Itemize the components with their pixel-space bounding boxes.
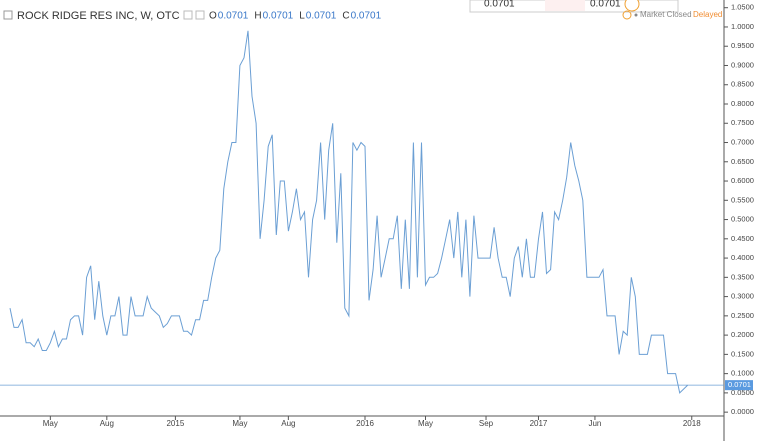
quote-cell bbox=[545, 0, 585, 11]
market-status: Market Closed bbox=[640, 10, 692, 19]
ohlc-key: O bbox=[209, 11, 217, 22]
y-tick-label: 0.3500 bbox=[731, 272, 754, 281]
x-tick-label: 2017 bbox=[530, 419, 548, 428]
delay-status: Delayed bbox=[693, 10, 722, 19]
quote-box: 0.0701 bbox=[484, 0, 515, 10]
y-tick-label: 0.8000 bbox=[731, 99, 754, 108]
y-tick-label: 0.2000 bbox=[731, 330, 754, 339]
y-tick-label: 1.0000 bbox=[731, 22, 754, 31]
settings-icon[interactable] bbox=[183, 10, 193, 20]
y-tick-label: 0.7500 bbox=[731, 118, 754, 127]
y-tick-label: 0.3000 bbox=[731, 292, 754, 301]
y-tick-label: 0.4500 bbox=[731, 234, 754, 243]
ohlc-key: L bbox=[299, 11, 305, 22]
x-tick-label: Aug bbox=[281, 419, 295, 428]
y-tick-label: 0.1000 bbox=[731, 369, 754, 378]
status-dot bbox=[634, 13, 638, 17]
ohlc-value: 0.0701 bbox=[218, 11, 249, 22]
last-price-label: 0.0701 bbox=[728, 380, 751, 389]
ohlc-key: C bbox=[342, 11, 349, 22]
x-tick-label: 2016 bbox=[356, 419, 374, 428]
price-line bbox=[9, 30, 689, 394]
y-tick-label: 0.0500 bbox=[731, 388, 754, 397]
y-tick-label: 0.6000 bbox=[731, 176, 754, 185]
x-tick-label: May bbox=[232, 419, 247, 428]
ohlc-value: 0.0701 bbox=[263, 11, 294, 22]
x-tick-label: May bbox=[418, 419, 433, 428]
last-price-box bbox=[725, 380, 753, 391]
collapse-icon[interactable] bbox=[3, 10, 13, 20]
x-tick-label: Aug bbox=[100, 419, 114, 428]
ohlc-value: 0.0701 bbox=[351, 11, 382, 22]
y-tick-label: 0.9500 bbox=[731, 41, 754, 50]
x-tick-label: Jun bbox=[588, 419, 601, 428]
x-tick-label: 2015 bbox=[166, 419, 184, 428]
ohlc-value: 0.0701 bbox=[306, 11, 337, 22]
y-tick-label: 0.7000 bbox=[731, 138, 754, 147]
ohlc-key: H bbox=[254, 11, 261, 22]
y-tick-label: 0.2500 bbox=[731, 311, 754, 320]
y-tick-label: 0.1500 bbox=[731, 349, 754, 358]
x-tick-label: May bbox=[43, 419, 58, 428]
y-tick-label: 0.5000 bbox=[731, 215, 754, 224]
y-tick-label: 0.5500 bbox=[731, 195, 754, 204]
y-tick-label: 0.9000 bbox=[731, 60, 754, 69]
y-tick-label: 0.0000 bbox=[731, 407, 754, 416]
settings-icon[interactable] bbox=[195, 10, 205, 20]
x-tick-label: 2018 bbox=[683, 419, 701, 428]
quote-box: 0.0701 bbox=[590, 0, 621, 10]
x-tick-label: Sep bbox=[479, 419, 494, 428]
chart-title: ROCK RIDGE RES INC, W, OTC bbox=[17, 10, 180, 22]
y-tick-label: 1.0500 bbox=[731, 3, 754, 12]
y-tick-label: 0.6500 bbox=[731, 157, 754, 166]
y-tick-label: 0.4000 bbox=[731, 253, 754, 262]
y-tick-label: 0.8500 bbox=[731, 80, 754, 89]
status-icon bbox=[622, 10, 632, 20]
quote-icon[interactable] bbox=[624, 0, 640, 12]
